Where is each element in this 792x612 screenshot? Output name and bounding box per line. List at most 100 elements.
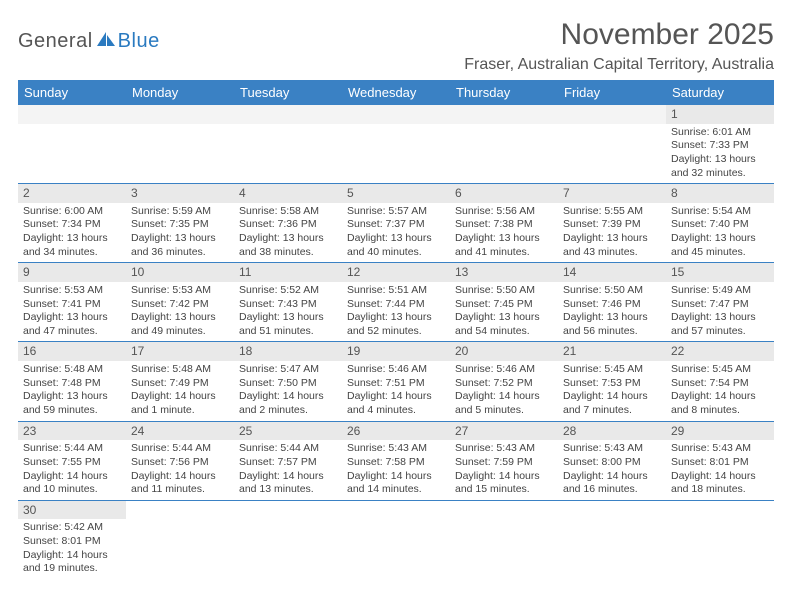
cell-daylight1: Daylight: 13 hours bbox=[671, 232, 769, 246]
day-number-blank bbox=[450, 105, 558, 124]
weekday-header: Saturday bbox=[666, 80, 774, 105]
day-number: 25 bbox=[234, 422, 342, 441]
weekday-header: Tuesday bbox=[234, 80, 342, 105]
day-number: 20 bbox=[450, 342, 558, 361]
logo: General Blue bbox=[18, 18, 160, 53]
day-number-blank bbox=[234, 105, 342, 124]
day-number: 2 bbox=[18, 184, 126, 203]
calendar-cell bbox=[342, 500, 450, 579]
cell-sunrise: Sunrise: 5:45 AM bbox=[671, 363, 769, 377]
cell-sunset: Sunset: 7:46 PM bbox=[563, 298, 661, 312]
day-number-blank bbox=[234, 501, 342, 517]
cell-daylight1: Daylight: 13 hours bbox=[23, 311, 121, 325]
day-number-blank bbox=[558, 501, 666, 517]
weekday-header: Friday bbox=[558, 80, 666, 105]
cell-daylight1: Daylight: 13 hours bbox=[131, 232, 229, 246]
cell-sunrise: Sunrise: 5:43 AM bbox=[563, 442, 661, 456]
cell-sunset: Sunset: 7:51 PM bbox=[347, 377, 445, 391]
calendar-cell: 28Sunrise: 5:43 AMSunset: 8:00 PMDayligh… bbox=[558, 421, 666, 500]
cell-sunrise: Sunrise: 5:54 AM bbox=[671, 205, 769, 219]
cell-sunrise: Sunrise: 5:44 AM bbox=[131, 442, 229, 456]
cell-sunset: Sunset: 7:36 PM bbox=[239, 218, 337, 232]
cell-daylight2: and 57 minutes. bbox=[671, 325, 769, 339]
day-number-blank bbox=[342, 105, 450, 124]
cell-daylight1: Daylight: 14 hours bbox=[131, 470, 229, 484]
calendar-cell: 18Sunrise: 5:47 AMSunset: 7:50 PMDayligh… bbox=[234, 342, 342, 421]
cell-sunset: Sunset: 7:56 PM bbox=[131, 456, 229, 470]
cell-daylight1: Daylight: 14 hours bbox=[131, 390, 229, 404]
day-number: 5 bbox=[342, 184, 450, 203]
calendar-cell: 29Sunrise: 5:43 AMSunset: 8:01 PMDayligh… bbox=[666, 421, 774, 500]
cell-daylight1: Daylight: 13 hours bbox=[23, 232, 121, 246]
cell-daylight2: and 19 minutes. bbox=[23, 562, 121, 576]
cell-sunrise: Sunrise: 5:48 AM bbox=[131, 363, 229, 377]
cell-sunset: Sunset: 7:59 PM bbox=[455, 456, 553, 470]
cell-sunset: Sunset: 7:50 PM bbox=[239, 377, 337, 391]
calendar-cell: 9Sunrise: 5:53 AMSunset: 7:41 PMDaylight… bbox=[18, 263, 126, 342]
cell-sunset: Sunset: 8:00 PM bbox=[563, 456, 661, 470]
calendar-cell: 4Sunrise: 5:58 AMSunset: 7:36 PMDaylight… bbox=[234, 184, 342, 263]
day-number-blank bbox=[126, 105, 234, 124]
calendar-cell: 19 Sunrise: 5:46 AMSunset: 7:51 PMDayligh… bbox=[342, 342, 450, 421]
cell-sunrise: Sunrise: 6:00 AM bbox=[23, 205, 121, 219]
cell-daylight1: Daylight: 13 hours bbox=[671, 311, 769, 325]
calendar-cell bbox=[450, 500, 558, 579]
cell-sunrise: Sunrise: 5:55 AM bbox=[563, 205, 661, 219]
cell-daylight1: Daylight: 14 hours bbox=[23, 549, 121, 563]
day-number: 18 bbox=[234, 342, 342, 361]
cell-daylight2: and 59 minutes. bbox=[23, 404, 121, 418]
weekday-header: Wednesday bbox=[342, 80, 450, 105]
calendar-row: 16Sunrise: 5:48 AMSunset: 7:48 PMDayligh… bbox=[18, 342, 774, 421]
cell-sunset: Sunset: 7:55 PM bbox=[23, 456, 121, 470]
cell-daylight1: Daylight: 13 hours bbox=[563, 311, 661, 325]
cell-daylight2: and 15 minutes. bbox=[455, 483, 553, 497]
calendar-cell: 27Sunrise: 5:43 AMSunset: 7:59 PMDayligh… bbox=[450, 421, 558, 500]
calendar-cell: 25Sunrise: 5:44 AMSunset: 7:57 PMDayligh… bbox=[234, 421, 342, 500]
day-number: 1 bbox=[666, 105, 774, 124]
calendar-cell: 8 Sunrise: 5:54 AMSunset: 7:40 PMDaylight… bbox=[666, 184, 774, 263]
day-number: 4 bbox=[234, 184, 342, 203]
cell-sunrise: Sunrise: 5:46 AM bbox=[347, 363, 445, 377]
calendar-cell: 30Sunrise: 5:42 AMSunset: 8:01 PMDayligh… bbox=[18, 500, 126, 579]
cell-daylight2: and 52 minutes. bbox=[347, 325, 445, 339]
calendar-cell bbox=[18, 105, 126, 184]
day-number: 7 bbox=[558, 184, 666, 203]
cell-daylight1: Daylight: 13 hours bbox=[239, 232, 337, 246]
calendar-cell: 15Sunrise: 5:49 AMSunset: 7:47 PMDayligh… bbox=[666, 263, 774, 342]
cell-daylight1: Daylight: 14 hours bbox=[239, 470, 337, 484]
day-number: 23 bbox=[18, 422, 126, 441]
cell-sunrise: Sunrise: 5:51 AM bbox=[347, 284, 445, 298]
day-number: 17 bbox=[126, 342, 234, 361]
month-title: November 2025 bbox=[464, 18, 774, 52]
day-number: 29 bbox=[666, 422, 774, 441]
cell-sunrise: Sunrise: 5:44 AM bbox=[239, 442, 337, 456]
weekday-header: Sunday bbox=[18, 80, 126, 105]
day-number: 8 bbox=[666, 184, 774, 203]
cell-sunrise: Sunrise: 5:48 AM bbox=[23, 363, 121, 377]
calendar-cell: 12Sunrise: 5:51 AMSunset: 7:44 PMDayligh… bbox=[342, 263, 450, 342]
calendar-cell: 16Sunrise: 5:48 AMSunset: 7:48 PMDayligh… bbox=[18, 342, 126, 421]
calendar-cell bbox=[342, 105, 450, 184]
day-number: 19 bbox=[342, 342, 450, 361]
cell-daylight1: Daylight: 14 hours bbox=[671, 390, 769, 404]
cell-sunset: Sunset: 7:54 PM bbox=[671, 377, 769, 391]
cell-sunset: Sunset: 8:01 PM bbox=[23, 535, 121, 549]
cell-daylight2: and 8 minutes. bbox=[671, 404, 769, 418]
cell-daylight1: Daylight: 14 hours bbox=[563, 470, 661, 484]
cell-sunrise: Sunrise: 5:47 AM bbox=[239, 363, 337, 377]
day-number: 27 bbox=[450, 422, 558, 441]
cell-sunset: Sunset: 7:40 PM bbox=[671, 218, 769, 232]
cell-daylight1: Daylight: 14 hours bbox=[563, 390, 661, 404]
day-number: 28 bbox=[558, 422, 666, 441]
calendar-cell bbox=[450, 105, 558, 184]
calendar-cell: 5Sunrise: 5:57 AMSunset: 7:37 PMDaylight… bbox=[342, 184, 450, 263]
cell-daylight1: Daylight: 14 hours bbox=[347, 390, 445, 404]
weekday-header-row: Sunday Monday Tuesday Wednesday Thursday… bbox=[18, 80, 774, 105]
calendar-cell: 20Sunrise: 5:46 AMSunset: 7:52 PMDayligh… bbox=[450, 342, 558, 421]
calendar-cell: 13Sunrise: 5:50 AMSunset: 7:45 PMDayligh… bbox=[450, 263, 558, 342]
cell-daylight1: Daylight: 13 hours bbox=[23, 390, 121, 404]
calendar-cell bbox=[126, 500, 234, 579]
calendar-row: 2Sunrise: 6:00 AMSunset: 7:34 PMDaylight… bbox=[18, 184, 774, 263]
calendar-cell: 24Sunrise: 5:44 AMSunset: 7:56 PMDayligh… bbox=[126, 421, 234, 500]
cell-daylight2: and 49 minutes. bbox=[131, 325, 229, 339]
